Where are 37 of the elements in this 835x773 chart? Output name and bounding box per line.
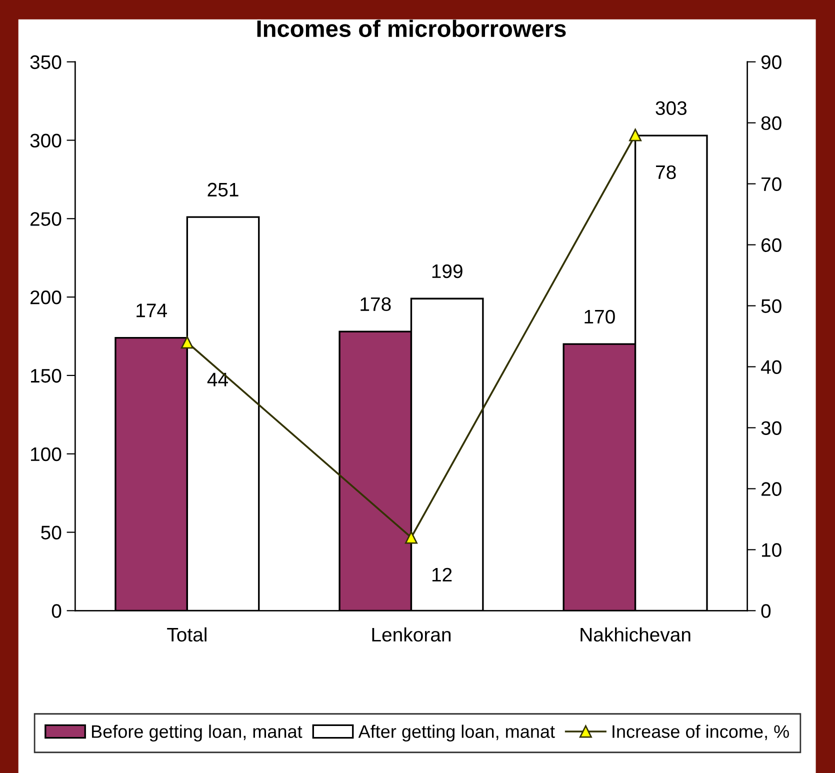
y-tick-label: 300 (30, 134, 62, 148)
y-tick-label: 100 (31, 447, 62, 462)
data-label: 251 (208, 182, 238, 197)
point (629, 128, 642, 142)
y2-tick-label: 10 (762, 543, 782, 557)
data-label: 170 (584, 310, 615, 324)
y2-tick-label: 90 (761, 55, 782, 70)
legend-label: Before getting loan, manat (92, 724, 302, 742)
y2-tick-label: 30 (761, 421, 782, 435)
legend-label: After getting loan, manat (358, 724, 555, 742)
y2-tick-label: 50 (761, 299, 782, 313)
y-tick-label: 200 (30, 290, 62, 304)
data-label: 12 (432, 568, 452, 582)
point (404, 531, 418, 544)
y2-tick-label: 60 (762, 238, 782, 252)
point (180, 336, 194, 349)
data-label: 178 (360, 297, 391, 312)
y2-tick-label: 20 (762, 482, 782, 496)
y-tick-label: 350 (30, 55, 62, 70)
y-tick-label: 50 (41, 526, 62, 540)
y2-tick-label: 0 (761, 604, 771, 618)
data-label: 174 (136, 304, 167, 318)
y2-tick-label: 80 (761, 116, 782, 130)
x-tick-label: Lenkoran (372, 627, 451, 642)
chart-title: Incomes of microborrowers (257, 20, 566, 38)
y2-tick-label: 70 (762, 177, 782, 192)
x-tick-label: Total (167, 627, 206, 642)
data-label: 44 (207, 372, 228, 386)
y-tick-label: 250 (30, 212, 62, 226)
y2-tick-label: 40 (760, 360, 782, 374)
data-label: 199 (432, 264, 462, 278)
legend-label: Increase of income, % (612, 724, 789, 740)
data-label: 78 (656, 165, 676, 180)
data-label: 303 (656, 101, 687, 116)
y-tick-label: 150 (31, 368, 62, 383)
y-tick-label: 0 (52, 604, 62, 618)
x-tick-label: Nakhichevan (580, 627, 690, 642)
